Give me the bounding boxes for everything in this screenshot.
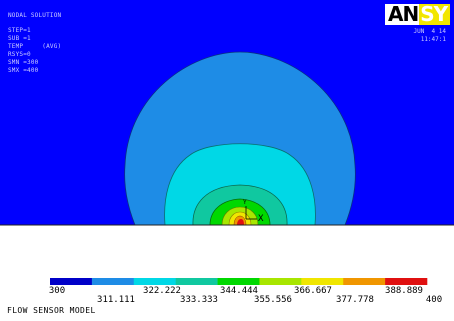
time-label: 11:47:1 (420, 36, 446, 43)
legend-label-355: 355.556 (254, 295, 292, 305)
ansys-logo: AN SY (385, 4, 451, 25)
logo-text-part1: AN (385, 4, 419, 25)
legend-swatch (385, 278, 428, 285)
legend-swatch (301, 278, 344, 285)
legend-swatch (259, 278, 302, 285)
triad-y-label: Y (243, 199, 247, 206)
legend-swatch (175, 278, 218, 285)
lower-panel (0, 225, 454, 321)
legend-swatch (91, 278, 135, 285)
triad-x-label: X (258, 214, 264, 224)
model-title: FLOW SENSOR MODEL (7, 306, 96, 315)
legend-label-300: 300 (48, 286, 66, 296)
legend-swatch (133, 278, 176, 285)
legend-label-311: 311.111 (97, 295, 135, 305)
logo-text-part2: SY (419, 4, 451, 25)
result-item-label: TEMP (AVG) (8, 43, 62, 50)
plot-type-label: NODAL SOLUTION (8, 12, 62, 19)
substep-label: SUB =1 (8, 35, 31, 42)
legend-label-333: 333.333 (180, 295, 218, 305)
legend-label-344: 344.444 (220, 286, 258, 296)
coordinate-triad (245, 206, 257, 220)
date-label: JUN 4 14 (413, 28, 446, 35)
legend-label-322: 322.222 (143, 286, 181, 296)
legend-swatch (217, 278, 260, 285)
smn-label: SMN =300 (8, 59, 39, 66)
legend-swatch (50, 278, 93, 285)
contour-band-8 (237, 219, 244, 225)
legend-label-388: 388.889 (385, 286, 423, 296)
legend-label-366: 366.667 (294, 286, 332, 296)
legend-label-377: 377.778 (336, 295, 374, 305)
smx-label: SMX =400 (8, 67, 39, 74)
legend-label-400: 400 (425, 295, 443, 305)
rsys-label: RSYS=0 (8, 51, 31, 58)
legend-swatch (343, 278, 386, 285)
legend-color-bar (50, 278, 428, 285)
step-label: STEP=1 (8, 27, 31, 34)
